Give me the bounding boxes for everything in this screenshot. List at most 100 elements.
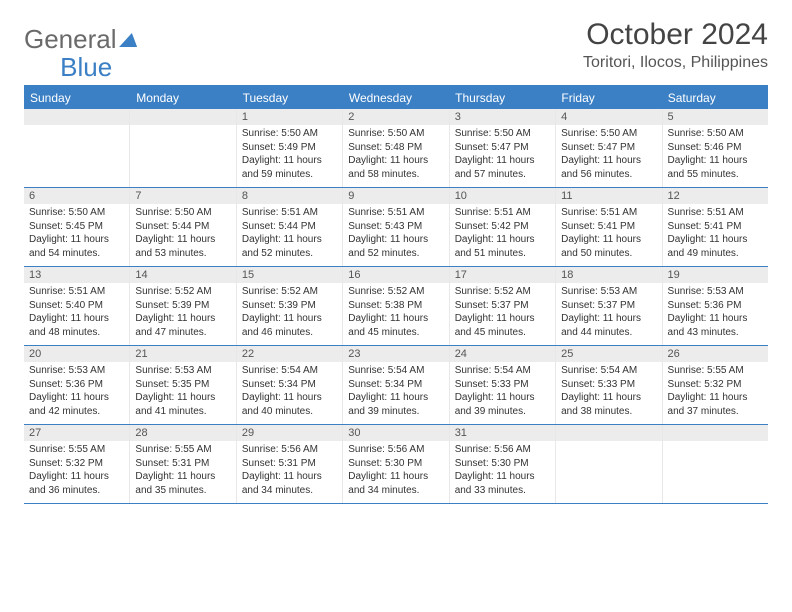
day-cell: [663, 425, 768, 503]
day-cell: 21Sunrise: 5:53 AMSunset: 5:35 PMDayligh…: [130, 346, 236, 424]
day-cell: 5Sunrise: 5:50 AMSunset: 5:46 PMDaylight…: [663, 109, 768, 187]
day-line: Daylight: 11 hours and 41 minutes.: [135, 391, 230, 418]
day-line: Sunset: 5:30 PM: [348, 457, 443, 471]
day-details: [130, 125, 235, 187]
day-line: Sunrise: 5:53 AM: [29, 364, 124, 378]
day-number: 12: [663, 188, 768, 204]
day-line: Sunrise: 5:50 AM: [348, 127, 443, 141]
day-number: 22: [237, 346, 342, 362]
day-cell: 24Sunrise: 5:54 AMSunset: 5:33 PMDayligh…: [450, 346, 556, 424]
day-cell: 29Sunrise: 5:56 AMSunset: 5:31 PMDayligh…: [237, 425, 343, 503]
day-line: Sunset: 5:48 PM: [348, 141, 443, 155]
day-details: Sunrise: 5:56 AMSunset: 5:31 PMDaylight:…: [237, 441, 342, 503]
day-line: Sunset: 5:36 PM: [668, 299, 763, 313]
day-line: Daylight: 11 hours and 55 minutes.: [668, 154, 763, 181]
day-line: Daylight: 11 hours and 49 minutes.: [668, 233, 763, 260]
day-line: Sunrise: 5:52 AM: [242, 285, 337, 299]
day-number: 20: [24, 346, 129, 362]
day-number: 2: [343, 109, 448, 125]
day-details: Sunrise: 5:50 AMSunset: 5:46 PMDaylight:…: [663, 125, 768, 187]
day-cell: 26Sunrise: 5:55 AMSunset: 5:32 PMDayligh…: [663, 346, 768, 424]
calendar: SundayMondayTuesdayWednesdayThursdayFrid…: [24, 85, 768, 504]
day-details: Sunrise: 5:54 AMSunset: 5:33 PMDaylight:…: [556, 362, 661, 424]
day-line: Daylight: 11 hours and 42 minutes.: [29, 391, 124, 418]
day-line: Sunset: 5:39 PM: [242, 299, 337, 313]
day-line: Sunrise: 5:50 AM: [242, 127, 337, 141]
day-cell: 25Sunrise: 5:54 AMSunset: 5:33 PMDayligh…: [556, 346, 662, 424]
day-number: [556, 425, 661, 441]
day-cell: 28Sunrise: 5:55 AMSunset: 5:31 PMDayligh…: [130, 425, 236, 503]
day-line: Sunrise: 5:55 AM: [29, 443, 124, 457]
day-line: Daylight: 11 hours and 35 minutes.: [135, 470, 230, 497]
day-line: Sunset: 5:41 PM: [668, 220, 763, 234]
day-line: Sunset: 5:35 PM: [135, 378, 230, 392]
day-details: Sunrise: 5:50 AMSunset: 5:47 PMDaylight:…: [556, 125, 661, 187]
day-cell: 2Sunrise: 5:50 AMSunset: 5:48 PMDaylight…: [343, 109, 449, 187]
day-cell: 6Sunrise: 5:50 AMSunset: 5:45 PMDaylight…: [24, 188, 130, 266]
day-cell: 15Sunrise: 5:52 AMSunset: 5:39 PMDayligh…: [237, 267, 343, 345]
day-line: Daylight: 11 hours and 44 minutes.: [561, 312, 656, 339]
day-line: Daylight: 11 hours and 36 minutes.: [29, 470, 124, 497]
day-line: Sunrise: 5:50 AM: [668, 127, 763, 141]
day-line: Daylight: 11 hours and 40 minutes.: [242, 391, 337, 418]
day-number: 27: [24, 425, 129, 441]
day-line: Sunset: 5:37 PM: [561, 299, 656, 313]
day-number: 6: [24, 188, 129, 204]
day-cell: 23Sunrise: 5:54 AMSunset: 5:34 PMDayligh…: [343, 346, 449, 424]
day-line: Sunrise: 5:51 AM: [242, 206, 337, 220]
day-number: 11: [556, 188, 661, 204]
day-number: 19: [663, 267, 768, 283]
day-details: Sunrise: 5:50 AMSunset: 5:48 PMDaylight:…: [343, 125, 448, 187]
day-line: Sunrise: 5:51 AM: [455, 206, 550, 220]
day-details: [556, 441, 661, 503]
day-line: Sunset: 5:34 PM: [348, 378, 443, 392]
day-line: Daylight: 11 hours and 38 minutes.: [561, 391, 656, 418]
day-line: Sunrise: 5:50 AM: [135, 206, 230, 220]
day-details: Sunrise: 5:55 AMSunset: 5:32 PMDaylight:…: [24, 441, 129, 503]
day-cell: 19Sunrise: 5:53 AMSunset: 5:36 PMDayligh…: [663, 267, 768, 345]
day-number: [24, 109, 129, 125]
day-line: Sunrise: 5:53 AM: [561, 285, 656, 299]
day-line: Sunset: 5:41 PM: [561, 220, 656, 234]
day-line: Daylight: 11 hours and 34 minutes.: [242, 470, 337, 497]
day-number: [663, 425, 768, 441]
day-number: 29: [237, 425, 342, 441]
day-cell: [24, 109, 130, 187]
day-line: Daylight: 11 hours and 52 minutes.: [242, 233, 337, 260]
day-line: Sunrise: 5:51 AM: [348, 206, 443, 220]
dow-cell: Monday: [130, 87, 236, 109]
brand-triangle-icon: [119, 33, 141, 47]
day-number: 26: [663, 346, 768, 362]
day-line: Sunrise: 5:54 AM: [561, 364, 656, 378]
day-details: Sunrise: 5:51 AMSunset: 5:44 PMDaylight:…: [237, 204, 342, 266]
day-line: Daylight: 11 hours and 45 minutes.: [348, 312, 443, 339]
dow-cell: Sunday: [24, 87, 130, 109]
day-details: Sunrise: 5:51 AMSunset: 5:41 PMDaylight:…: [663, 204, 768, 266]
day-line: Sunrise: 5:50 AM: [561, 127, 656, 141]
day-number: 4: [556, 109, 661, 125]
day-details: Sunrise: 5:53 AMSunset: 5:36 PMDaylight:…: [663, 283, 768, 345]
day-details: Sunrise: 5:53 AMSunset: 5:35 PMDaylight:…: [130, 362, 235, 424]
day-number: 25: [556, 346, 661, 362]
day-cell: 14Sunrise: 5:52 AMSunset: 5:39 PMDayligh…: [130, 267, 236, 345]
day-line: Sunrise: 5:53 AM: [668, 285, 763, 299]
day-line: Sunrise: 5:56 AM: [455, 443, 550, 457]
day-line: Daylight: 11 hours and 43 minutes.: [668, 312, 763, 339]
day-cell: 13Sunrise: 5:51 AMSunset: 5:40 PMDayligh…: [24, 267, 130, 345]
day-details: [663, 441, 768, 503]
brand-logo: General: [24, 18, 141, 55]
day-number: 17: [450, 267, 555, 283]
day-cell: 22Sunrise: 5:54 AMSunset: 5:34 PMDayligh…: [237, 346, 343, 424]
brand-part1: General: [24, 24, 117, 55]
day-line: Daylight: 11 hours and 47 minutes.: [135, 312, 230, 339]
day-cell: 3Sunrise: 5:50 AMSunset: 5:47 PMDaylight…: [450, 109, 556, 187]
day-line: Sunset: 5:34 PM: [242, 378, 337, 392]
day-line: Daylight: 11 hours and 56 minutes.: [561, 154, 656, 181]
day-details: Sunrise: 5:52 AMSunset: 5:37 PMDaylight:…: [450, 283, 555, 345]
day-line: Daylight: 11 hours and 57 minutes.: [455, 154, 550, 181]
day-line: Sunset: 5:33 PM: [561, 378, 656, 392]
dow-cell: Thursday: [449, 87, 555, 109]
day-cell: 31Sunrise: 5:56 AMSunset: 5:30 PMDayligh…: [450, 425, 556, 503]
day-line: Sunrise: 5:55 AM: [135, 443, 230, 457]
day-number: 3: [450, 109, 555, 125]
